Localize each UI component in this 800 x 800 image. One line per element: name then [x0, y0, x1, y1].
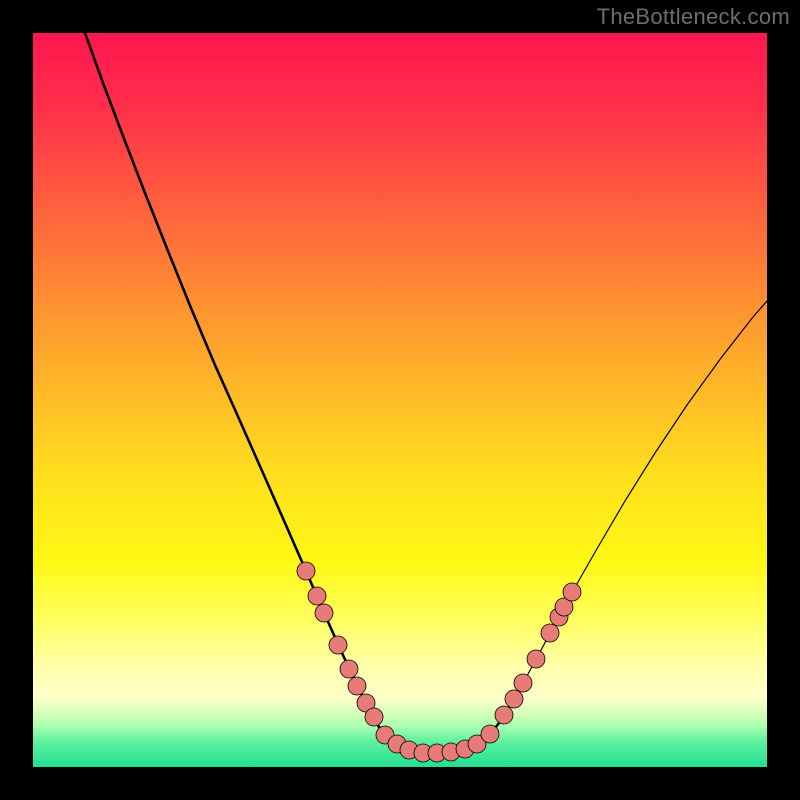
watermark-text: TheBottleneck.com [597, 4, 790, 30]
curve-layer [33, 33, 767, 767]
plot-area [33, 33, 767, 767]
chart-outer: TheBottleneck.com [0, 0, 800, 800]
